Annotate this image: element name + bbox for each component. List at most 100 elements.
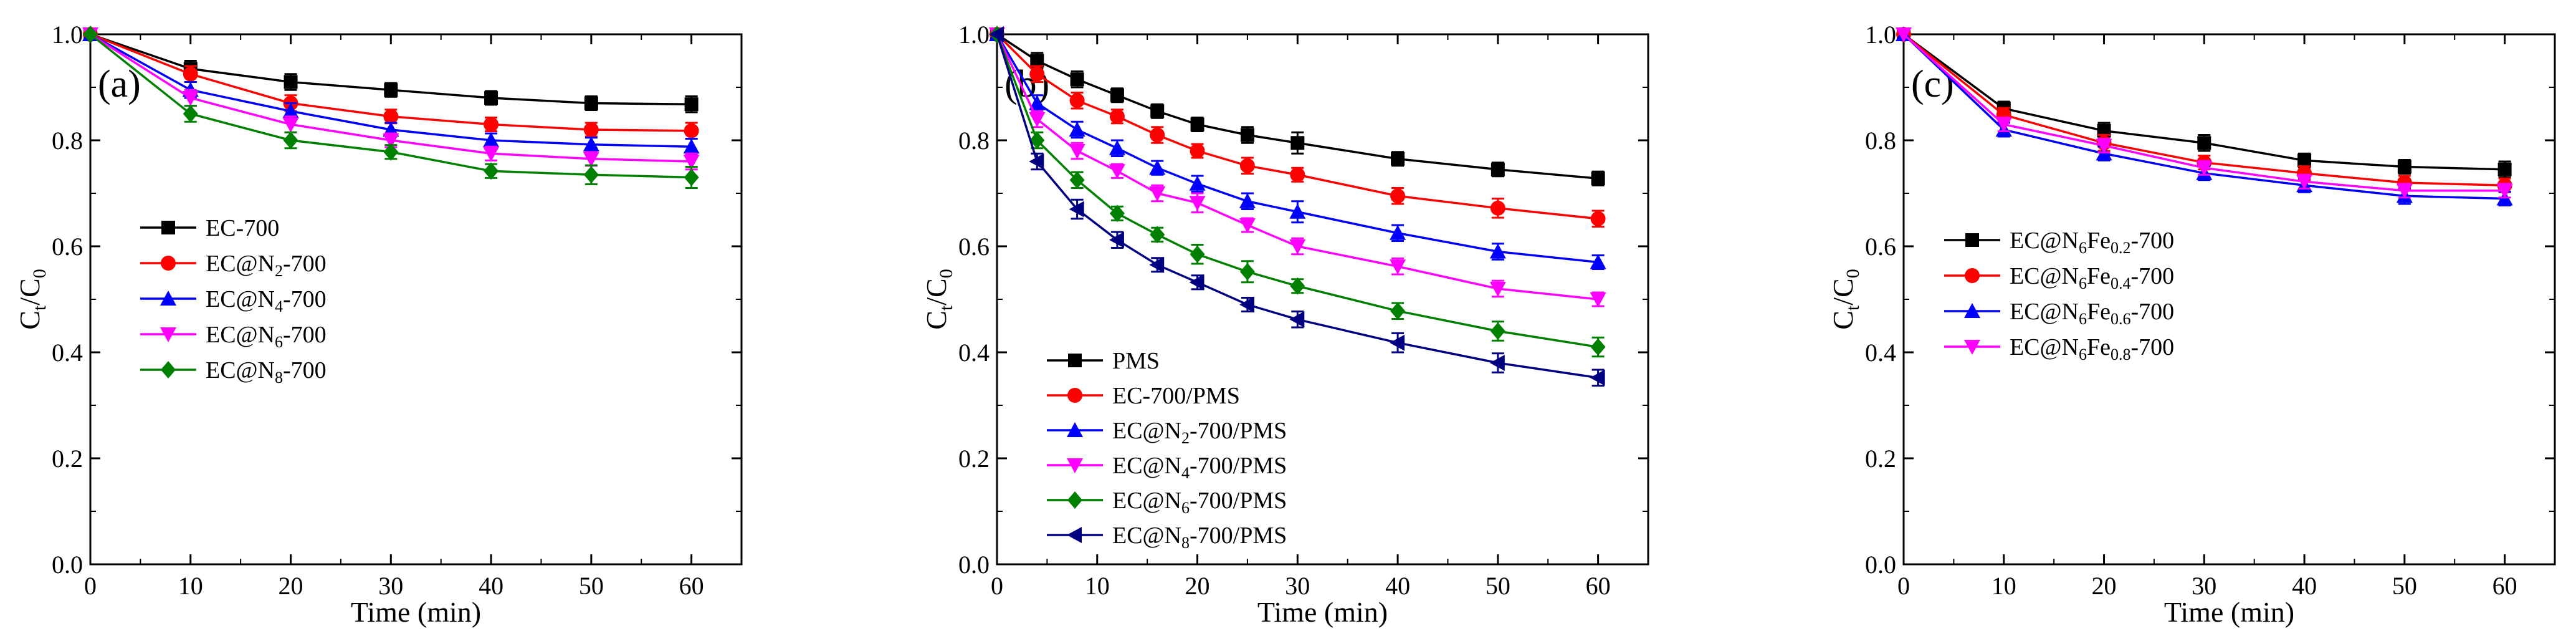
label-text: -700 (2131, 228, 2175, 254)
legend-marker (160, 327, 176, 342)
data-point (1190, 143, 1205, 158)
data-point (1489, 355, 1505, 371)
label-text: -700 (283, 357, 327, 383)
legend-marker (1965, 268, 1980, 283)
data-point (1029, 153, 1044, 170)
data-point (1289, 203, 1306, 219)
y-tick-label: 0.8 (1865, 127, 1896, 155)
subscript-text: 8 (275, 369, 283, 387)
y-axis-title-part: /C (920, 278, 952, 305)
data-point (1489, 243, 1506, 259)
data-point (1149, 160, 1166, 175)
data-point (484, 162, 499, 180)
subscript-text: 6 (2079, 345, 2087, 364)
legend-marker (161, 221, 175, 234)
label-text: EC@N (206, 322, 275, 348)
data-point (1109, 164, 1125, 180)
data-point (1239, 263, 1255, 281)
data-point (283, 132, 298, 149)
y-tick-label: 1.0 (52, 21, 83, 49)
y-tick-label: 0.6 (52, 233, 83, 261)
data-point (684, 97, 699, 112)
x-tick-label: 40 (2292, 572, 2317, 600)
y-axis-title-part: t (936, 305, 956, 311)
subscript-text: 2 (1181, 429, 1190, 447)
data-point (484, 91, 499, 105)
data-point (1490, 200, 1505, 216)
series-3 (1896, 27, 2513, 199)
data-point (1590, 254, 1606, 269)
data-point (1029, 112, 1046, 127)
data-point (583, 152, 599, 167)
subscript-text: 0.4 (2111, 274, 2131, 292)
data-point (1290, 277, 1305, 295)
data-point (1390, 259, 1406, 275)
data-point (1150, 104, 1165, 118)
y-tick-label: 0.2 (52, 445, 83, 473)
label-text: EC@N (206, 286, 275, 312)
data-point (683, 155, 700, 170)
data-point (1069, 171, 1085, 189)
legend-label: EC@N4-700 (206, 286, 327, 316)
legend-marker (1964, 303, 1980, 318)
y-axis-title-part: /C (1827, 278, 1859, 305)
label-text: EC@N (206, 357, 275, 383)
y-tick-label: 0.2 (1865, 445, 1896, 473)
x-tick-label: 60 (679, 572, 704, 600)
x-tick-label: 40 (1385, 572, 1410, 600)
data-point (183, 105, 198, 123)
x-tick-label: 30 (2192, 572, 2216, 600)
y-axis-title-part: t (1843, 305, 1863, 311)
x-tick-label: 40 (479, 572, 503, 600)
data-point (1591, 171, 1605, 186)
subscript-text: 0.2 (2111, 239, 2131, 257)
data-point (684, 123, 699, 138)
label-text: -700/PMS (1190, 453, 1287, 479)
data-point (1590, 292, 1606, 307)
x-tick-label: 0 (1897, 572, 1910, 600)
data-point (1189, 175, 1206, 191)
data-point (583, 122, 599, 137)
label-text: PMS (1112, 348, 1160, 374)
subscript-text: 6 (2079, 310, 2087, 328)
legend-marker (1067, 422, 1083, 437)
y-tick-label: 1.0 (1865, 21, 1896, 49)
y-axis-title-part: 0 (1843, 269, 1863, 278)
legend-label: EC@N8-700/PMS (1112, 523, 1287, 552)
data-point (1069, 93, 1085, 108)
y-tick-label: 1.0 (958, 21, 990, 49)
data-point (483, 132, 500, 147)
data-point (1390, 188, 1406, 204)
data-point (1029, 66, 1045, 82)
data-point (1029, 132, 1045, 149)
data-point (1289, 239, 1306, 254)
legend-label: EC@N2-700/PMS (1112, 418, 1287, 447)
series-5 (989, 26, 1605, 387)
data-point (1239, 296, 1254, 313)
data-point (2497, 162, 2512, 176)
data-point (583, 136, 599, 152)
subscript-text: 8 (1181, 534, 1190, 552)
legend-marker (1965, 233, 1979, 247)
legend-marker (161, 256, 176, 271)
subscript-text: 2 (275, 262, 283, 280)
x-tick-label: 20 (1185, 572, 1210, 600)
panel-label: (a) (98, 63, 141, 105)
data-point (1109, 140, 1125, 155)
y-axis-title: Ct/C0 (1827, 269, 1863, 330)
y-axis-title-part: C (1827, 311, 1859, 330)
data-point (1490, 322, 1505, 340)
data-point (1189, 274, 1205, 291)
data-point (1290, 136, 1305, 150)
x-tick-label: 20 (2092, 572, 2117, 600)
data-point (2396, 183, 2413, 199)
subscript-text: 0.6 (2111, 310, 2131, 328)
x-tick-label: 60 (2493, 572, 2517, 600)
data-point (1109, 205, 1125, 223)
y-axis-title: Ct/C0 (920, 269, 956, 330)
data-point (1590, 338, 1606, 356)
data-point (383, 143, 399, 161)
data-point (1109, 231, 1124, 248)
